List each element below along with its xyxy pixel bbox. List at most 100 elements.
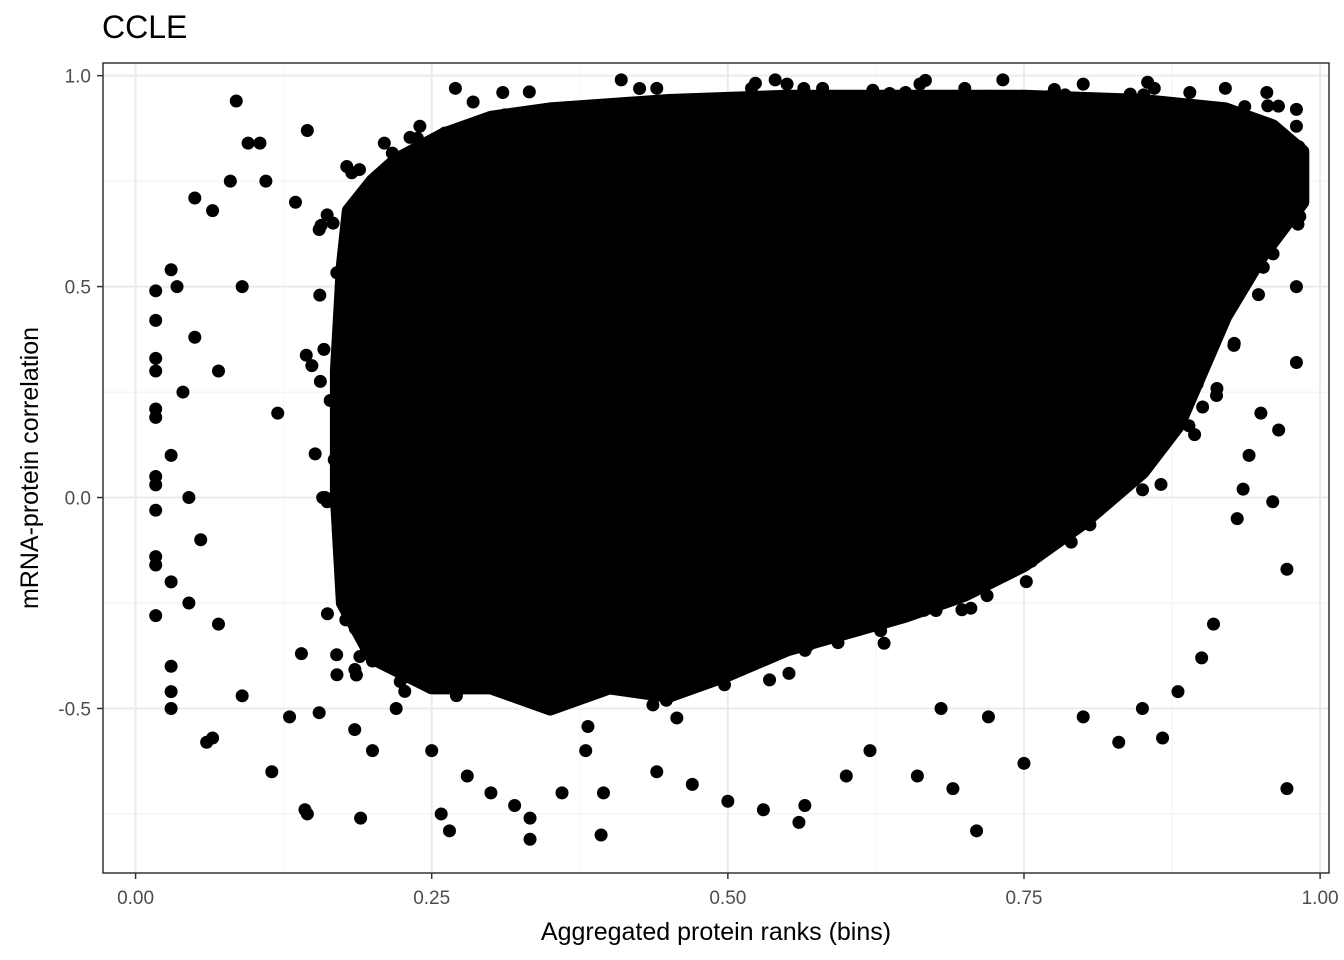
data-point	[606, 183, 620, 197]
data-point	[1195, 151, 1209, 165]
data-point	[395, 663, 409, 677]
data-point	[1156, 731, 1170, 745]
data-point	[1278, 193, 1292, 207]
data-point	[646, 675, 660, 689]
data-point	[368, 572, 382, 586]
data-point	[709, 127, 723, 141]
data-point	[425, 668, 439, 682]
data-point	[802, 619, 816, 633]
data-point	[1035, 151, 1049, 165]
data-point	[397, 267, 411, 281]
data-point	[523, 832, 537, 846]
data-point	[1190, 377, 1204, 391]
data-point	[434, 807, 448, 821]
data-point	[863, 559, 877, 573]
data-point	[1202, 249, 1216, 263]
data-point	[664, 681, 678, 695]
data-point	[308, 447, 322, 461]
data-point	[934, 701, 948, 715]
data-point	[182, 491, 196, 505]
data-point	[337, 298, 351, 312]
data-point	[849, 562, 863, 576]
data-point	[1227, 233, 1241, 247]
data-point	[1245, 143, 1259, 157]
data-point	[434, 211, 448, 225]
data-point	[1188, 428, 1202, 442]
data-point	[1191, 120, 1205, 134]
data-point	[1112, 735, 1126, 749]
data-point	[357, 510, 371, 524]
axis-ticks: 0.00 0.25 0.50 0.75 1.00 -0.5 0.0 0.5 1.0	[58, 67, 1338, 909]
data-point	[573, 628, 587, 642]
data-point	[1269, 178, 1283, 192]
data-point	[745, 81, 759, 95]
data-point	[348, 723, 362, 737]
data-point	[1203, 114, 1217, 128]
data-point	[379, 604, 393, 618]
data-point	[363, 200, 377, 214]
data-point	[1058, 88, 1072, 102]
data-point	[367, 623, 381, 637]
data-point	[750, 642, 764, 656]
data-point	[721, 794, 735, 808]
data-point	[755, 111, 769, 125]
data-point	[330, 648, 344, 662]
data-point	[523, 811, 537, 825]
data-point	[164, 659, 178, 673]
data-point	[613, 124, 627, 138]
data-point	[358, 288, 372, 302]
data-point	[460, 769, 474, 783]
data-point	[913, 77, 927, 91]
data-point	[747, 621, 761, 635]
data-point	[389, 252, 403, 266]
data-point	[624, 102, 638, 116]
data-point	[610, 143, 624, 157]
data-point	[312, 706, 326, 720]
data-point	[1210, 381, 1224, 395]
data-point	[299, 348, 313, 362]
data-point	[300, 807, 314, 821]
data-point	[670, 711, 684, 725]
data-point	[393, 675, 407, 689]
data-point	[1065, 509, 1079, 523]
data-point	[235, 689, 249, 703]
data-point	[300, 124, 314, 137]
data-point	[1171, 685, 1185, 699]
data-point	[353, 650, 367, 664]
data-point	[1102, 413, 1116, 427]
data-point	[1153, 440, 1167, 454]
data-point	[348, 663, 362, 677]
data-point	[1287, 139, 1301, 153]
data-point	[164, 263, 178, 277]
data-point	[1148, 378, 1162, 392]
data-point	[874, 624, 888, 638]
data-point	[1289, 356, 1303, 370]
data-point	[958, 81, 972, 95]
data-point	[1232, 258, 1246, 272]
data-point	[1084, 401, 1098, 415]
data-point	[330, 266, 344, 280]
data-point	[646, 698, 660, 712]
data-point	[1236, 131, 1250, 145]
data-point	[352, 274, 366, 288]
data-point	[149, 478, 163, 492]
data-point	[312, 223, 326, 237]
data-point	[211, 617, 225, 631]
data-point	[149, 313, 163, 327]
data-point	[476, 164, 490, 178]
data-point	[443, 658, 457, 672]
data-point	[377, 136, 391, 150]
data-point	[318, 491, 332, 505]
data-point	[508, 799, 522, 812]
data-point	[910, 552, 924, 566]
data-point	[431, 656, 445, 670]
data-point	[417, 160, 431, 174]
data-point	[356, 575, 370, 589]
data-point	[392, 343, 406, 357]
data-point	[489, 188, 503, 202]
data-point	[1059, 524, 1073, 538]
data-point	[951, 540, 965, 554]
data-point	[400, 563, 414, 577]
data-point	[543, 114, 557, 128]
data-point	[223, 174, 237, 188]
